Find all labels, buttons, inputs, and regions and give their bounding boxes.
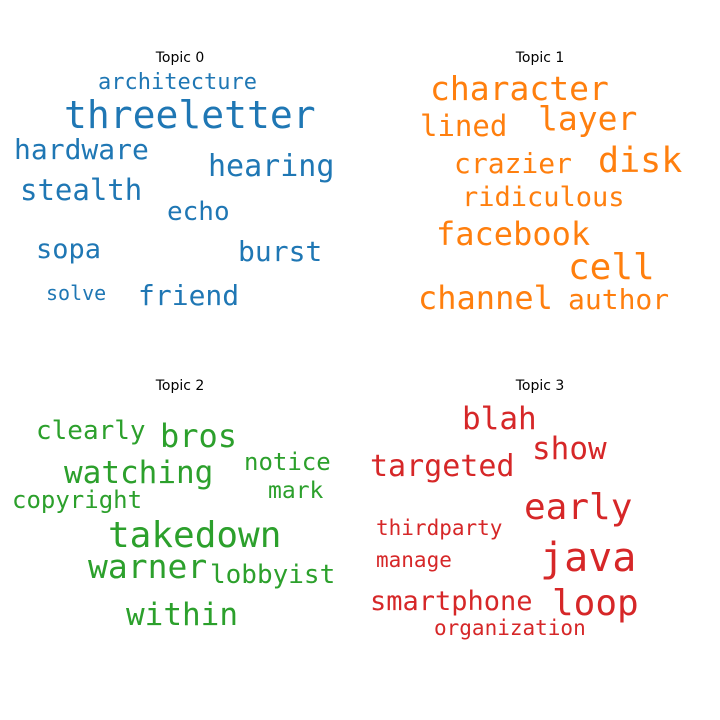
- cloud-word-disk: disk: [598, 141, 683, 181]
- cloud-word-warner: warner: [88, 547, 208, 586]
- topic-2-panel: Topic 2 clearly bros watching notice copyrig…: [10, 378, 350, 708]
- cloud-word-smartphone: smartphone: [370, 586, 533, 617]
- cloud-word-architecture: architecture: [98, 70, 257, 95]
- topic-1-panel: Topic 1 character layer lined crazier disk ri…: [370, 50, 710, 380]
- cloud-word-stealth: stealth: [20, 173, 143, 207]
- cloud-word-bros: bros: [160, 417, 238, 455]
- cloud-word-solve: solve: [46, 281, 107, 305]
- cloud-word-threeletter: threeletter: [64, 93, 316, 137]
- cloud-word-channel: channel: [418, 279, 553, 317]
- cloud-word-blah: blah: [462, 401, 537, 437]
- cloud-word-facebook: facebook: [436, 215, 591, 253]
- cloud-word-early: early: [524, 487, 633, 528]
- panel-title: Topic 0: [155, 50, 205, 66]
- cloud-word-layer: layer: [538, 99, 638, 138]
- cloud-word-watching: watching: [64, 455, 214, 491]
- cloud-word-character: character: [430, 69, 609, 108]
- cloud-word-copyright: copyright: [12, 486, 143, 514]
- cloud-word-hearing: hearing: [208, 149, 335, 184]
- topic-3-panel: Topic 3 blah show targeted early thirdparty m…: [370, 378, 710, 708]
- panel-title: Topic 3: [515, 378, 565, 394]
- cloud-word-manage: manage: [376, 548, 452, 572]
- cloud-word-friend: friend: [138, 279, 240, 312]
- cloud-word-burst: burst: [238, 235, 323, 268]
- cloud-word-ridiculous: ridiculous: [462, 182, 625, 213]
- cloud-word-clearly: clearly: [36, 416, 146, 446]
- panel-title: Topic 2: [155, 378, 205, 394]
- cloud-word-lobbyist: lobbyist: [210, 560, 336, 590]
- cloud-word-crazier: crazier: [454, 147, 573, 180]
- cloud-word-takedown: takedown: [108, 515, 282, 556]
- cloud-word-thirdparty: thirdparty: [376, 516, 503, 540]
- cloud-word-hardware: hardware: [14, 133, 149, 166]
- cloud-word-echo: echo: [167, 197, 230, 227]
- cloud-word-organization: organization: [434, 616, 586, 640]
- cloud-word-sopa: sopa: [36, 234, 102, 265]
- cloud-word-cell: cell: [568, 247, 655, 288]
- cloud-word-notice: notice: [244, 448, 331, 476]
- cloud-word-show: show: [532, 431, 607, 467]
- cloud-word-loop: loop: [552, 583, 639, 624]
- cloud-word-lined: lined: [420, 109, 508, 143]
- panel-title: Topic 1: [515, 50, 565, 66]
- cloud-word-author: author: [568, 283, 670, 316]
- cloud-word-java: java: [540, 535, 637, 581]
- cloud-word-targeted: targeted: [370, 449, 515, 484]
- topic-0-panel: Topic 0 architecture threeletter hardware h…: [10, 50, 350, 380]
- cloud-word-within: within: [126, 597, 238, 633]
- cloud-word-mark: mark: [268, 478, 324, 504]
